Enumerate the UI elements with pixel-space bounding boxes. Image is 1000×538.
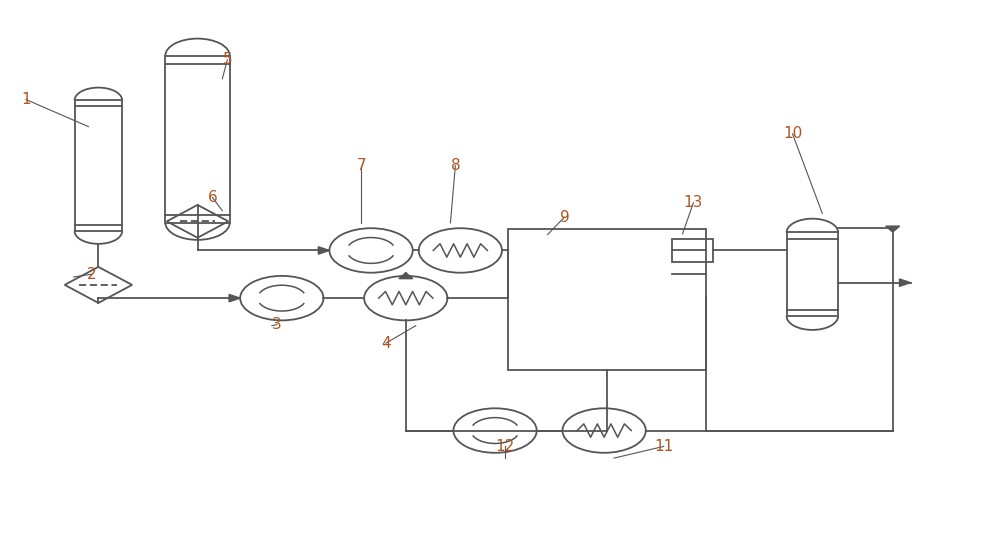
Text: 6: 6 xyxy=(208,190,217,205)
Bar xyxy=(787,232,838,316)
Text: 9: 9 xyxy=(560,210,569,224)
Bar xyxy=(75,100,122,231)
Text: 5: 5 xyxy=(222,52,232,67)
Text: 3: 3 xyxy=(272,317,282,332)
Bar xyxy=(508,229,706,370)
Polygon shape xyxy=(318,247,329,254)
Text: 1: 1 xyxy=(21,92,31,107)
Text: 4: 4 xyxy=(381,336,391,351)
Text: 13: 13 xyxy=(684,195,703,210)
Text: 2: 2 xyxy=(87,267,96,282)
Polygon shape xyxy=(399,273,413,279)
Polygon shape xyxy=(229,294,240,302)
Bar xyxy=(165,56,230,223)
Text: 11: 11 xyxy=(654,439,673,454)
Text: 8: 8 xyxy=(451,158,460,173)
Polygon shape xyxy=(899,279,911,286)
Bar xyxy=(672,239,713,261)
Text: 7: 7 xyxy=(356,158,366,173)
Text: 12: 12 xyxy=(495,439,515,454)
Polygon shape xyxy=(886,226,900,232)
Text: 10: 10 xyxy=(783,126,802,141)
